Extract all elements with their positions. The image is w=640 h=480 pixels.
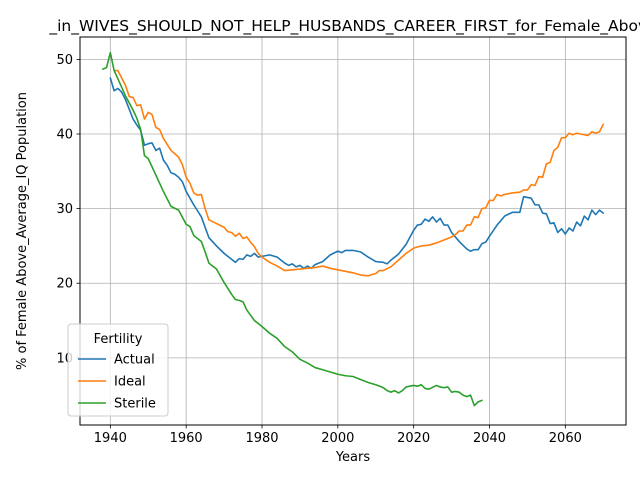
x-axis-title: Years — [335, 450, 371, 465]
legend-title: Fertility — [94, 332, 143, 347]
series-line-sterile — [101, 51, 483, 407]
x-tick-label: 2020 — [397, 431, 430, 446]
y-tick-label: 20 — [56, 277, 73, 292]
x-tick-label: 2000 — [321, 431, 354, 446]
legend-label-ideal: Ideal — [114, 375, 146, 390]
chart-title: _in_WIVES_SHOULD_NOT_HELP_HUSBANDS_CAREE… — [48, 17, 640, 36]
legend-entries: Actual Ideal Sterile — [78, 353, 156, 412]
legend-label-sterile: Sterile — [114, 397, 156, 412]
x-tick-label: 1960 — [170, 431, 203, 446]
plot-area-frame — [79, 36, 627, 426]
x-tick-label: 2060 — [549, 431, 582, 446]
legend-box — [67, 323, 169, 417]
y-axis-title: % of Female Above_Average_IQ Population — [15, 92, 30, 370]
series-line-ideal — [113, 69, 605, 277]
legend: Fertility Actual Ideal Sterile — [67, 323, 169, 417]
x-tick-label: 1940 — [94, 431, 127, 446]
legend-label-actual: Actual — [114, 353, 155, 368]
x-tick-label: 2040 — [473, 431, 506, 446]
y-tick-label: 50 — [56, 53, 73, 68]
series-line-actual — [109, 77, 605, 270]
y-tick-label: 30 — [56, 202, 73, 217]
y-tick-label: 40 — [56, 128, 73, 143]
x-tick-label: 1980 — [245, 431, 278, 446]
grid — [80, 37, 626, 425]
series-layer — [101, 51, 605, 407]
